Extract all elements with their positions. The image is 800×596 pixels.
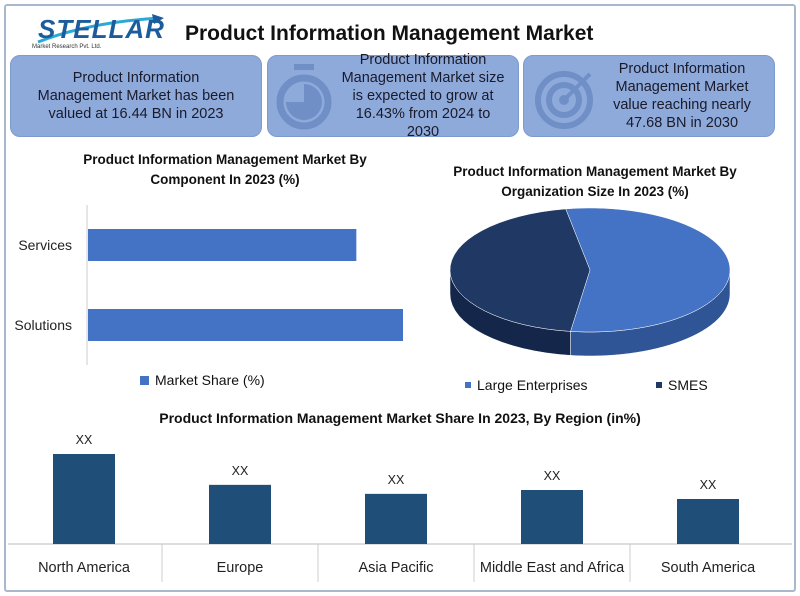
pie-slice-smes	[449, 208, 591, 332]
category-label: North America	[38, 560, 131, 576]
data-label: XX	[700, 478, 717, 492]
category-label: Europe	[217, 560, 264, 576]
bar-services	[88, 229, 357, 261]
bar-south-america	[677, 499, 739, 544]
legend-swatch	[656, 382, 662, 388]
region-chart-title: Product Information Management Market Sh…	[159, 410, 641, 426]
category-label: South America	[661, 560, 756, 576]
legend-smes: SMES	[656, 377, 708, 393]
logo-name: STELLAR	[38, 14, 165, 44]
page-title: Product Information Management Market	[185, 22, 594, 45]
legend-swatch	[465, 382, 471, 388]
bar-europe	[209, 484, 271, 544]
stat-text: Product Information Management Market si…	[341, 52, 505, 140]
logo-swoosh-icon	[37, 14, 164, 44]
logo-tagline: Market Research Pvt. Ltd.	[32, 44, 102, 50]
data-label: XX	[232, 464, 249, 478]
legend-label: Large Enterprises	[477, 377, 588, 393]
category-label: Solutions	[14, 317, 72, 333]
target-icon	[535, 71, 593, 129]
category-label: Services	[18, 237, 72, 253]
stat-text: Product Information Management Market ha…	[37, 70, 235, 122]
data-label: XX	[388, 473, 405, 487]
bar-solutions	[88, 309, 403, 341]
organization-chart-title: Product Information Management Market By…	[453, 164, 737, 199]
stellar-logo: STELLAR Market Research Pvt. Ltd.	[30, 12, 170, 52]
legend-label: SMES	[668, 377, 708, 393]
bar-asia-pacific	[365, 493, 427, 544]
stat-box-growth: Product Information Management Market si…	[267, 52, 519, 140]
region-bar-chart: XX North America XX Europe XX Asia Pacific XX M…	[8, 433, 792, 582]
organization-pie-chart	[449, 207, 731, 357]
component-bar-chart: Services Solutions	[14, 205, 403, 365]
page-frame	[4, 4, 796, 592]
stat-box-forecast: Product Information Management Market va…	[523, 55, 775, 137]
legend-label: Market Share (%)	[155, 372, 265, 388]
bar-middle-east-and-africa	[521, 490, 583, 544]
stat-text: Product Information Management Market va…	[613, 61, 751, 131]
bar-north-america	[53, 454, 115, 544]
pie-slice-large-enterprises	[565, 207, 731, 333]
data-label: XX	[76, 433, 93, 447]
category-label: Middle East and Africa	[480, 560, 625, 576]
data-label: XX	[544, 469, 561, 483]
stopwatch-icon	[276, 64, 332, 130]
component-legend: Market Share (%)	[140, 372, 265, 388]
legend-swatch	[140, 375, 149, 385]
category-label: Asia Pacific	[359, 560, 434, 576]
legend-large-enterprises: Large Enterprises	[465, 377, 588, 393]
stat-box-valuation: Product Information Management Market ha…	[10, 55, 262, 137]
component-chart-title: Product Information Management Market By…	[83, 152, 367, 187]
